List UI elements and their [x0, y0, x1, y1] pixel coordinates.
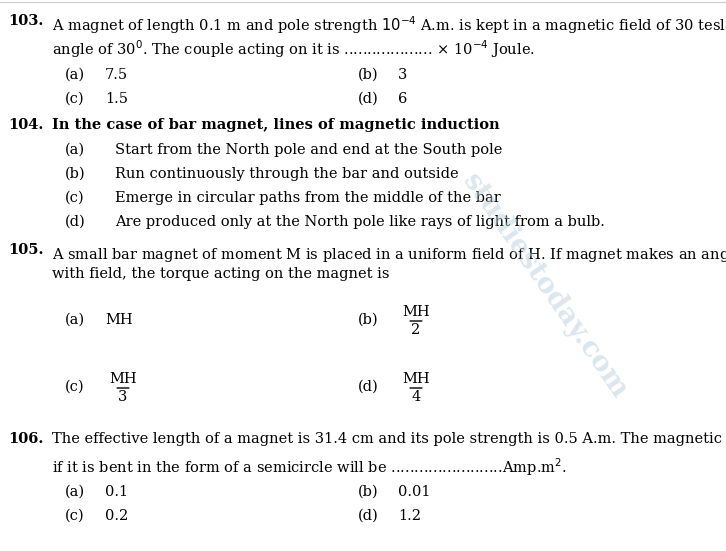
Text: 3: 3 [398, 68, 407, 82]
Text: (b): (b) [358, 485, 379, 499]
Text: (d): (d) [358, 92, 379, 106]
Text: Run continuously through the bar and outside: Run continuously through the bar and out… [115, 167, 459, 181]
Text: 1.5: 1.5 [105, 92, 128, 106]
Text: (c): (c) [65, 92, 85, 106]
Text: 0.2: 0.2 [105, 509, 129, 523]
Text: (b): (b) [358, 68, 379, 82]
Text: 4: 4 [412, 390, 420, 404]
Text: (a): (a) [65, 68, 85, 82]
Text: Start from the North pole and end at the South pole: Start from the North pole and end at the… [115, 143, 502, 157]
Text: 104.: 104. [8, 118, 44, 132]
Text: studiestoday.com: studiestoday.com [457, 169, 632, 404]
Text: (d): (d) [358, 509, 379, 523]
Text: angle of 30$^{0}$. The couple acting on it is ................... × 10$^{-4}$ Jo: angle of 30$^{0}$. The couple acting on … [52, 38, 535, 60]
Text: A magnet of length 0.1 m and pole strength $10^{-4}$ A.m. is kept in a magnetic : A magnet of length 0.1 m and pole streng… [52, 14, 726, 36]
Text: 0.01: 0.01 [398, 485, 431, 499]
Text: (d): (d) [65, 215, 86, 229]
Text: 105.: 105. [8, 243, 44, 257]
Text: Are produced only at the North pole like rays of light from a bulb.: Are produced only at the North pole like… [115, 215, 605, 229]
Text: A small bar magnet of moment M is placed in a uniform field of H. If magnet make: A small bar magnet of moment M is placed… [52, 243, 726, 264]
Text: 2: 2 [412, 323, 420, 337]
Text: MH: MH [402, 372, 430, 386]
Text: 3: 3 [118, 390, 128, 404]
Text: (c): (c) [65, 380, 85, 394]
Text: MH: MH [402, 305, 430, 319]
Text: (b): (b) [358, 313, 379, 327]
Text: if it is bent in the form of a semicircle will be ........................Amp.m$: if it is bent in the form of a semicircl… [52, 456, 567, 478]
Text: In the case of bar magnet, lines of magnetic induction: In the case of bar magnet, lines of magn… [52, 118, 499, 132]
Text: (b): (b) [65, 167, 86, 181]
Text: 0.1: 0.1 [105, 485, 128, 499]
Text: (a): (a) [65, 313, 85, 327]
Text: 106.: 106. [8, 432, 44, 446]
Text: 7.5: 7.5 [105, 68, 128, 82]
Text: (d): (d) [358, 380, 379, 394]
Text: (c): (c) [65, 191, 85, 205]
Text: (c): (c) [65, 509, 85, 523]
Text: MH: MH [109, 372, 136, 386]
Text: The effective length of a magnet is 31.4 cm and its pole strength is 0.5 A.m. Th: The effective length of a magnet is 31.4… [52, 432, 726, 446]
Text: Emerge in circular paths from the middle of the bar: Emerge in circular paths from the middle… [115, 191, 501, 205]
Text: with field, the torque acting on the magnet is: with field, the torque acting on the mag… [52, 267, 390, 281]
Text: MH: MH [105, 313, 133, 327]
Text: 1.2: 1.2 [398, 509, 421, 523]
Text: (a): (a) [65, 485, 85, 499]
Text: 6: 6 [398, 92, 407, 106]
Text: (a): (a) [65, 143, 85, 157]
Text: 103.: 103. [8, 14, 44, 28]
